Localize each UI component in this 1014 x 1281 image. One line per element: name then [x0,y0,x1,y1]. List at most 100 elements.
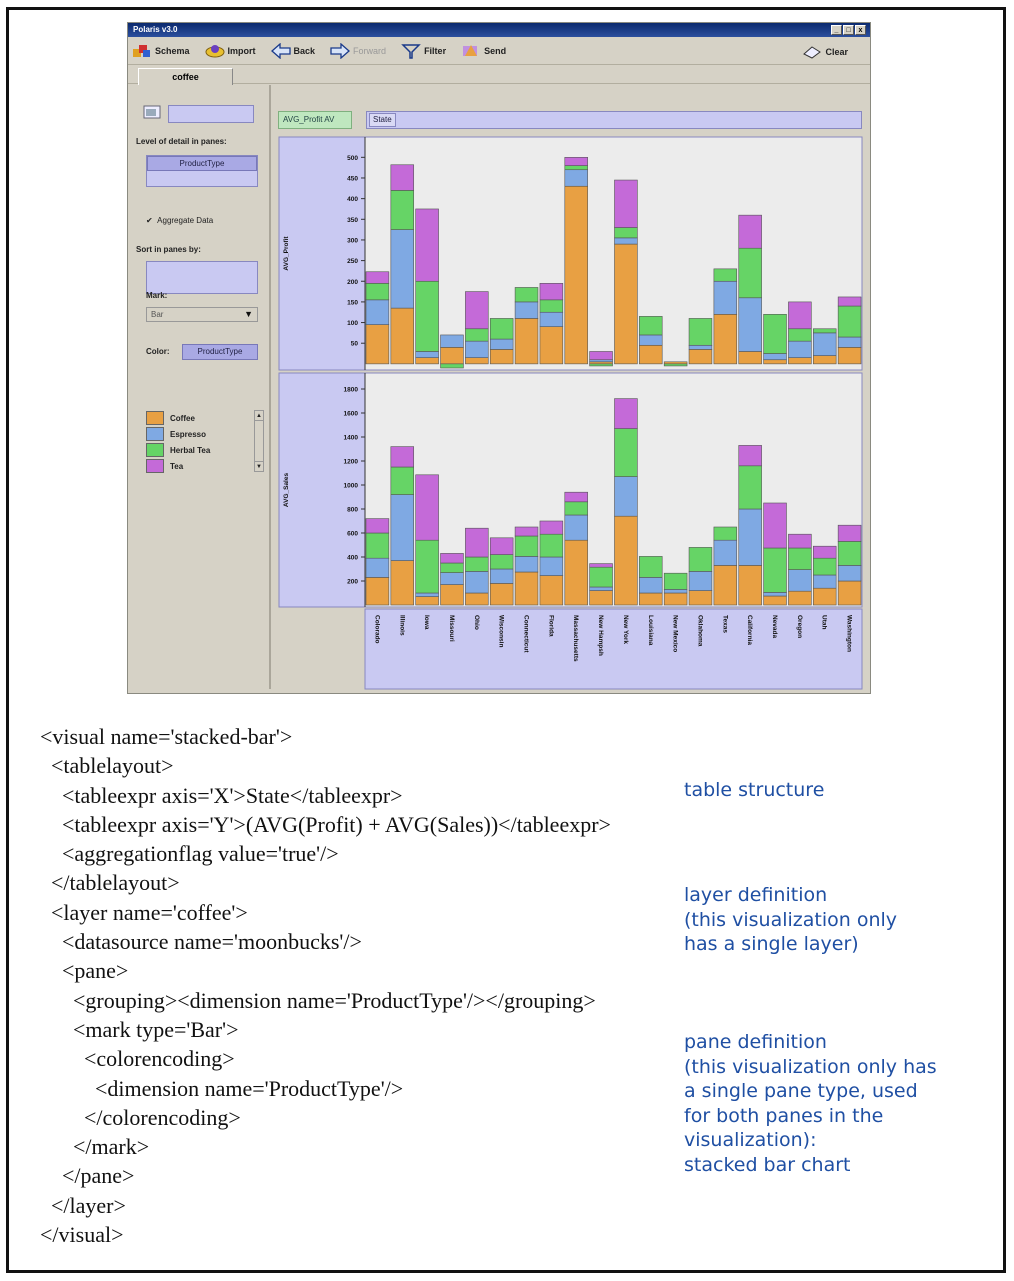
x-tick-label: Washington [846,615,853,652]
y-tick-label: 1400 [344,435,359,442]
bar-segment [365,557,390,578]
code-line: <colorencoding> [40,1046,235,1072]
y-shelf-chip[interactable]: AVG_Profit AV [278,111,352,129]
bar-segment [713,313,738,365]
x-tick-label: Colorado [373,615,380,644]
bar-segment [837,336,862,348]
code-line: <datasource name='moonbucks'/> [40,929,362,955]
bar-segment [738,351,762,365]
minimize-button[interactable]: _ [831,25,842,35]
code-line: <pane> [40,958,129,984]
tab-bar: coffee [128,65,870,85]
x-tick-label: New York [622,615,629,644]
bar-segment [713,526,738,541]
window-titlebar[interactable]: Polaris v3.0 _ □ x [128,23,870,37]
bar-segment [788,328,812,342]
clear-button[interactable]: Clear [802,44,848,60]
eraser-icon [803,46,822,59]
bar-segment [415,208,439,282]
mark-value: Bar [151,310,164,319]
code-line: <dimension name='ProductType'/> [40,1075,404,1101]
bar-segment [415,539,439,594]
sort-shelf[interactable] [146,261,258,294]
x-tick-label: Missouri [448,615,455,642]
x-shelf-chip[interactable]: State [369,113,396,127]
xml-listing: <visual name='stacked-bar'> <tablelayout… [40,722,611,1249]
search-input[interactable] [168,105,254,123]
bar-segment [365,299,390,325]
x-tick-label: Texas [721,615,728,633]
x-tick-label: Connecticut [523,615,530,653]
x-shelf[interactable] [366,111,862,129]
bar-segment [812,557,837,576]
bar-segment [812,587,837,606]
bar-segment [415,474,439,541]
note-line: visualization): [684,1129,817,1151]
code-line: <tableexpr axis='X'>State</tableexpr> [40,782,403,808]
bar-segment [688,318,713,346]
bar-segment [365,577,390,606]
bar-segment [465,592,489,606]
filter-button[interactable]: Filter [401,43,446,59]
maximize-button[interactable]: □ [843,25,854,35]
bar-segment [465,357,489,365]
mark-select[interactable]: Bar ▼ [146,307,258,322]
level-of-detail-label: Level of detail in panes: [136,137,227,146]
legend-label: Tea [170,461,184,471]
bar-segment [663,572,688,590]
scroll-down-icon[interactable]: ▼ [255,461,263,471]
stacked-bar-chart: 50 100 150 200 250 300 350 400 450 500 AVG_Profit 2… [278,136,863,690]
send-button[interactable]: Send [461,43,506,59]
color-chip[interactable]: ProductType [182,344,258,360]
tab-coffee[interactable]: coffee [138,68,233,85]
bar-segment [639,577,663,594]
bar-segment [837,541,862,566]
bar-segment [465,328,489,342]
bar-segment [688,571,713,591]
bar-segment [465,556,489,572]
bar-segment [390,560,415,606]
bar-segment [663,363,688,367]
close-button[interactable]: x [855,25,866,35]
scroll-up-icon[interactable]: ▲ [255,413,263,421]
bar-segment [614,179,638,228]
pane-background [364,136,863,371]
note-line: layer definition [684,884,828,906]
bar-segment [589,361,613,365]
dropdown-arrow-icon: ▼ [244,309,253,319]
bar-segment [713,539,738,566]
bar-segment [365,518,390,534]
bar-segment [639,316,663,336]
bar-segment [738,445,762,467]
bar-segment [489,568,514,584]
legend-scrollbar[interactable]: ▲ ▼ [254,410,264,472]
bar-segment [837,305,862,338]
bar-segment [663,592,688,606]
panel-divider[interactable] [269,85,271,689]
bar-segment [688,590,713,606]
bar-segment [639,344,663,365]
level-of-detail-chip[interactable]: ProductType [147,156,257,171]
import-button[interactable]: Import [205,43,256,59]
schema-button[interactable]: Schema [132,43,190,59]
bar-segment [489,537,514,555]
bar-segment [539,326,564,365]
bar-segment [415,592,439,597]
legend-swatch [146,411,164,425]
back-button[interactable]: Back [270,42,315,59]
bar-segment [415,351,439,358]
x-tick-label: Oregon [796,615,803,638]
bar-segment [763,353,787,361]
aggregate-checkbox[interactable]: ✔ Aggregate Data [146,216,213,225]
y-tick-label: 400 [347,196,358,203]
bar-segment [589,566,613,588]
legend-swatch [146,443,164,457]
bar-segment [489,349,514,365]
bar-segment [390,190,415,230]
forward-button[interactable]: Forward [330,42,386,59]
bar-segment [589,359,613,363]
bar-segment [514,301,539,319]
bar-segment [738,565,762,606]
bar-segment [465,571,489,594]
code-line: </layer> [40,1192,126,1218]
